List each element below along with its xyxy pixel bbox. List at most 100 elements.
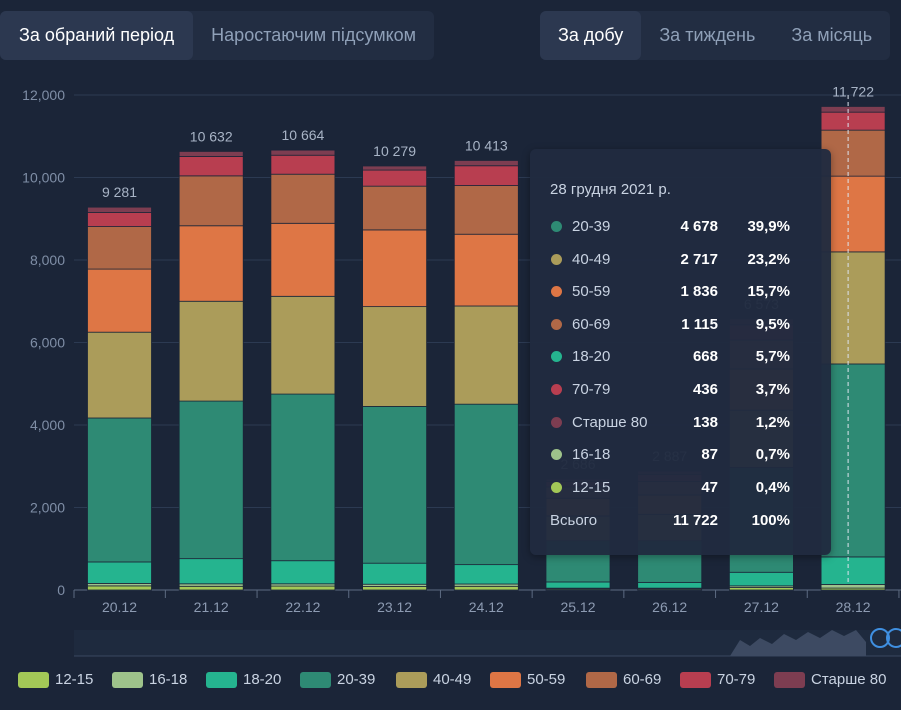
tab-daily[interactable]: За добу	[540, 11, 642, 60]
x-tick-label: 27.12	[744, 599, 779, 615]
bar-segment	[637, 581, 703, 589]
tooltip-series-value: 2 717	[680, 250, 718, 268]
tooltip-series-value: 1 836	[680, 283, 718, 301]
bar-segment	[453, 403, 519, 566]
tooltip-row: 40-49 2 717 23,2%	[550, 250, 810, 270]
tooltip-series-pct: 5,7%	[755, 348, 790, 366]
tooltip-series-name: 12-15	[572, 478, 611, 496]
bar-segment	[178, 558, 244, 585]
legend-swatch-icon	[774, 672, 805, 688]
tab-monthly[interactable]: За місяць	[791, 25, 873, 45]
tooltip-row: 18-20 668 5,7%	[550, 347, 810, 367]
tooltip-total-row: Всього 11 722 100%	[550, 511, 810, 531]
bar-segment	[820, 584, 886, 589]
tooltip-series-pct: 39,9%	[747, 218, 790, 235]
y-tick-label: 8,000	[30, 252, 65, 268]
tooltip-series-value: 87	[701, 446, 718, 464]
tab-selected-period[interactable]: За обраний період	[0, 11, 194, 60]
tooltip-series-pct: 23,2%	[747, 250, 790, 268]
tooltip-series-name: 16-18	[572, 446, 611, 464]
x-tick-label: 25.12	[560, 599, 595, 615]
legend-label: 60-69	[623, 671, 662, 688]
bar-segment	[545, 581, 611, 589]
bar-segment	[453, 233, 519, 307]
tooltip-series-value: 436	[692, 381, 718, 398]
y-tick-label: 12,000	[22, 87, 65, 103]
bar-segment	[178, 151, 244, 157]
legend-label: 20-39	[337, 671, 376, 688]
bar-segment	[362, 586, 428, 591]
tooltip-row: 20-39 4 678 39,9%	[550, 217, 810, 237]
bar-segment	[178, 300, 244, 402]
bar-segment	[270, 585, 336, 591]
series-dot-icon	[551, 351, 562, 363]
bar-segment	[178, 400, 244, 560]
legend-swatch-icon	[680, 672, 711, 688]
bar-segment	[362, 185, 428, 231]
legend-swatch-icon	[206, 672, 237, 688]
bar-segment	[270, 393, 336, 562]
bar-segment	[362, 562, 428, 585]
bar-segment	[270, 295, 336, 395]
bar-segment	[362, 406, 428, 564]
tooltip-series-name: 70-79	[572, 381, 611, 398]
bar-segment	[270, 222, 336, 297]
bar-segment	[178, 585, 244, 591]
legend-label: 70-79	[717, 671, 756, 688]
x-tick-label: 22.12	[285, 599, 320, 615]
tooltip-row: 60-69 1 115 9,5%	[550, 315, 810, 335]
x-tick-label: 24.12	[469, 599, 504, 615]
bar-segment	[820, 175, 886, 253]
tooltip-row: 70-79 436 3,7%	[550, 380, 810, 400]
tooltip-series-name: 60-69	[572, 315, 611, 333]
bar-segment	[87, 206, 152, 213]
tooltip-row: Старше 80 138 1,2%	[550, 413, 810, 433]
bar-segment	[87, 417, 152, 563]
tooltip-total-value: 11 722	[672, 512, 718, 529]
interval-tabs: За добу За тиждень За місяць	[540, 11, 891, 60]
bar-segment	[362, 169, 428, 187]
bar-segment	[178, 156, 244, 177]
series-dot-icon	[551, 318, 562, 330]
tooltip-series-value: 668	[692, 348, 718, 366]
tooltip-series-value: 138	[692, 413, 718, 431]
bar-segment	[87, 268, 152, 333]
series-dot-icon	[551, 481, 562, 493]
tab-weekly[interactable]: За тиждень	[659, 25, 756, 45]
bar-segment	[453, 564, 519, 585]
bar-segment	[270, 149, 336, 156]
tooltip-total-label: Всього	[550, 512, 598, 529]
bar-segment	[362, 165, 428, 171]
legend-swatch-icon	[490, 672, 521, 688]
legend-swatch-icon	[586, 672, 617, 688]
legend-label: 12-15	[55, 671, 94, 688]
x-tick-label: 28.12	[836, 599, 871, 615]
legend-label: Старше 80	[811, 671, 887, 688]
tooltip-row: 12-15 47 0,4%	[550, 478, 810, 498]
bar-total-label: 10 413	[465, 137, 508, 153]
series-dot-icon	[551, 449, 562, 461]
tooltip-series-name: 18-20	[572, 348, 611, 366]
bar-segment	[362, 229, 428, 308]
series-dot-icon	[551, 253, 562, 265]
tab-cumulative[interactable]: Наростаючим підсумком	[211, 25, 417, 45]
legend-label: 50-59	[527, 671, 566, 688]
bar-segment	[178, 225, 244, 302]
series-dot-icon	[551, 286, 562, 298]
tooltip-series-name: Старше 80	[572, 413, 648, 431]
tooltip-date: 28 грудня 2021 р.	[550, 181, 671, 198]
bar-segment	[820, 111, 886, 131]
series-dot-icon	[551, 384, 562, 395]
y-tick-label: 0	[57, 582, 65, 598]
tooltip-series-name: 40-49	[572, 250, 611, 268]
bar-total-label: 10 664	[281, 127, 324, 143]
tooltip-series-pct: 0,4%	[755, 478, 790, 496]
bar-segment	[453, 165, 519, 186]
tooltip-series-pct: 3,7%	[755, 381, 790, 398]
bar-segment	[453, 185, 519, 235]
data-tooltip: 28 грудня 2021 р. 20-39 4 678 39,9% 40-49 2 …	[530, 149, 831, 555]
tooltip-series-value: 4 678	[680, 218, 718, 235]
bar-total-label: 11 722	[832, 83, 874, 99]
navigator-series-area	[730, 630, 866, 656]
tooltip-row: 50-59 1 836 15,7%	[550, 282, 810, 302]
